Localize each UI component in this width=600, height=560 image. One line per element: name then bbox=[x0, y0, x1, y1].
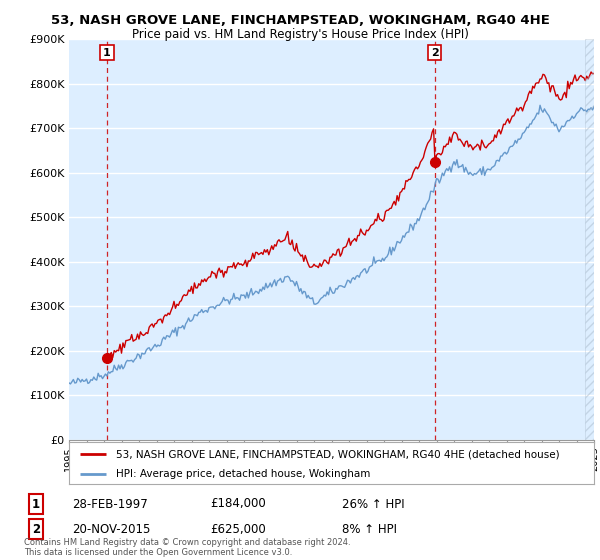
Text: 8% ↑ HPI: 8% ↑ HPI bbox=[342, 522, 397, 536]
Text: 28-FEB-1997: 28-FEB-1997 bbox=[72, 497, 148, 511]
Text: Price paid vs. HM Land Registry's House Price Index (HPI): Price paid vs. HM Land Registry's House … bbox=[131, 28, 469, 41]
Text: 1: 1 bbox=[32, 497, 40, 511]
Text: £184,000: £184,000 bbox=[210, 497, 266, 511]
Text: 2: 2 bbox=[32, 522, 40, 536]
Text: HPI: Average price, detached house, Wokingham: HPI: Average price, detached house, Woki… bbox=[116, 469, 371, 479]
Text: 26% ↑ HPI: 26% ↑ HPI bbox=[342, 497, 404, 511]
Text: £625,000: £625,000 bbox=[210, 522, 266, 536]
Text: 20-NOV-2015: 20-NOV-2015 bbox=[72, 522, 151, 536]
Text: 53, NASH GROVE LANE, FINCHAMPSTEAD, WOKINGHAM, RG40 4HE (detached house): 53, NASH GROVE LANE, FINCHAMPSTEAD, WOKI… bbox=[116, 449, 560, 459]
Text: 53, NASH GROVE LANE, FINCHAMPSTEAD, WOKINGHAM, RG40 4HE: 53, NASH GROVE LANE, FINCHAMPSTEAD, WOKI… bbox=[50, 14, 550, 27]
Text: Contains HM Land Registry data © Crown copyright and database right 2024.
This d: Contains HM Land Registry data © Crown c… bbox=[24, 538, 350, 557]
Text: 1: 1 bbox=[103, 48, 111, 58]
Text: 2: 2 bbox=[431, 48, 439, 58]
